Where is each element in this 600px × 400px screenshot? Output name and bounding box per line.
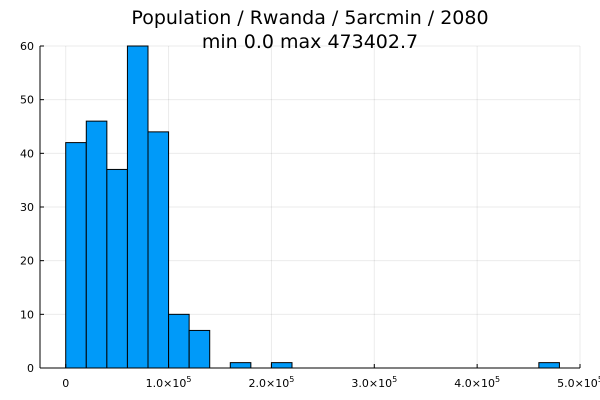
y-tick-label: 30 (20, 201, 34, 214)
bar-layer (65, 45, 560, 369)
y-tick-label: 50 (20, 94, 34, 107)
histogram-bar (85, 120, 108, 369)
histogram-bar (106, 168, 128, 369)
x-tick-label: 2.0×105 (249, 375, 295, 390)
x-tick-label: 0 (62, 377, 69, 390)
histogram-bar (168, 313, 190, 369)
histogram-bar (270, 362, 293, 369)
tick-label-layer: 0 10 20 30 40 50 60 0 1.0×105 2.0×105 3.0×105 4.0×1… (20, 40, 600, 390)
x-tick-label: 1.0×105 (146, 375, 192, 390)
chart-title-line2: min 0.0 max 473402.7 (202, 31, 418, 53)
y-tick-label: 20 (20, 255, 34, 268)
histogram-bar (147, 131, 170, 369)
histogram-bar (126, 45, 149, 369)
histogram-bar (229, 362, 252, 369)
x-tick-label: 5.0×105 (557, 375, 600, 390)
y-tick-label: 40 (20, 147, 34, 160)
y-tick-label: 10 (20, 308, 34, 321)
x-tick-label: 4.0×105 (454, 375, 500, 390)
y-tick-label: 60 (20, 40, 34, 53)
histogram-bar (65, 142, 87, 369)
chart-title-line1: Population / Rwanda / 5arcmin / 2080 (131, 7, 488, 29)
y-tick-label: 0 (27, 362, 34, 375)
axis-layer (39, 45, 581, 369)
histogram-bar (188, 329, 211, 369)
x-tick-label: 3.0×105 (351, 375, 397, 390)
histogram-bar (538, 362, 560, 369)
